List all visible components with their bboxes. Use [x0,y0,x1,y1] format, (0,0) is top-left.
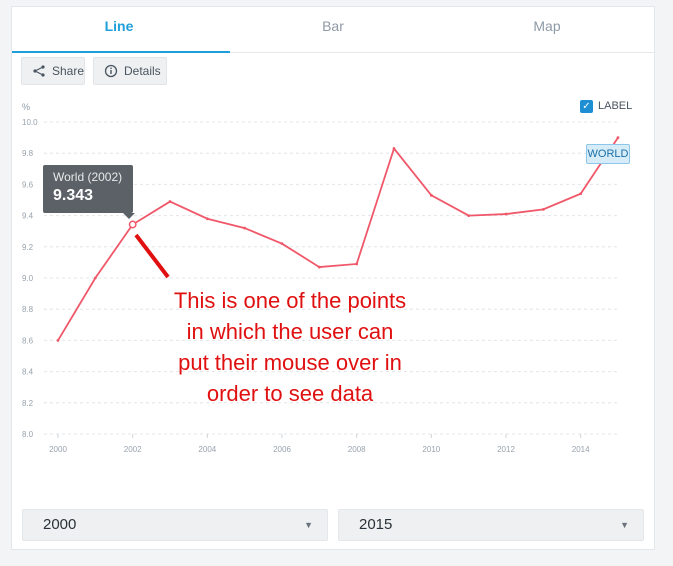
series-line-world[interactable] [57,137,619,341]
y-tick-label: 9.4 [22,212,34,221]
series-label-world[interactable]: WORLD [586,144,630,164]
x-tick-label: 2000 [49,445,67,454]
y-tick-label: 8.6 [22,336,34,345]
y-tick-label: 9.8 [22,149,34,158]
share-icon [33,65,45,77]
data-point[interactable] [579,192,583,196]
data-point[interactable] [504,212,508,216]
data-point[interactable] [541,207,545,211]
data-point[interactable] [168,200,172,203]
y-tick-label: 8.0 [22,430,34,439]
details-label: Details [124,64,161,78]
y-tick-label: 8.2 [22,399,34,408]
tooltip-value: 9.343 [53,187,94,204]
y-tick-label: 9.2 [22,243,34,252]
annotation-pointer-line [134,233,170,279]
share-button[interactable]: Share [21,57,85,85]
data-point-hovered[interactable] [128,220,137,229]
y-tick-label: 8.4 [22,368,34,377]
y-tick-label: 9.6 [22,180,34,189]
y-tick-label: 8.8 [22,305,34,314]
x-tick-label: 2004 [198,445,216,454]
label-toggle-text: LABEL [598,100,633,112]
tooltip-title: World (2002) [53,170,123,184]
tab-map[interactable]: Map [533,18,561,34]
start-year-select[interactable]: 2000 ▼ [22,509,328,541]
data-point[interactable] [355,262,359,266]
data-point[interactable] [205,217,209,221]
share-label: Share [52,64,85,78]
data-point[interactable] [429,193,433,197]
tab-bar[interactable]: Bar [322,18,344,34]
start-year-value: 2000 [43,516,77,533]
tab-line[interactable]: Line [104,18,134,34]
label-toggle[interactable]: ✓ LABEL [580,99,632,115]
active-tab-indicator [12,51,230,53]
end-year-select[interactable]: 2015 ▼ [338,509,644,541]
chevron-down-icon: ▼ [620,520,629,530]
x-tick-label: 2010 [422,445,440,454]
data-point[interactable] [280,242,284,246]
view-tabs: Line Bar Map [12,7,654,53]
data-tooltip: World (2002) 9.343 [43,165,135,219]
end-year-value: 2015 [359,516,393,533]
chevron-down-icon: ▼ [304,520,313,530]
data-point[interactable] [392,147,396,150]
annotation-text: This is one of the points in which the u… [173,288,407,406]
data-point[interactable] [616,136,620,140]
data-point[interactable] [317,265,321,269]
data-point[interactable] [467,214,471,218]
data-point[interactable] [243,226,247,230]
x-tick-label: 2014 [572,445,590,454]
x-tick-label: 2002 [124,445,142,454]
y-tick-label: 9.0 [22,274,34,283]
data-point[interactable] [93,276,97,280]
data-point[interactable] [56,339,60,342]
x-tick-label: 2012 [497,445,515,454]
x-tick-label: 2008 [348,445,366,454]
details-button[interactable]: Details [93,57,167,85]
info-icon [104,64,118,78]
label-checkbox[interactable]: ✓ [580,100,593,113]
y-axis-unit: % [22,102,30,112]
y-tick-label: 10.0 [22,118,38,127]
x-tick-label: 2006 [273,445,291,454]
